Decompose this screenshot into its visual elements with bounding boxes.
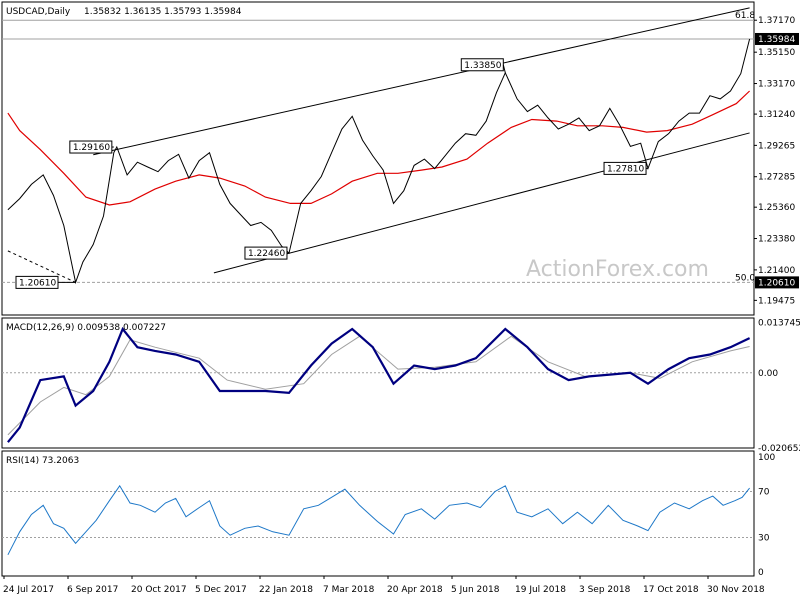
current-price-tag [755, 32, 799, 45]
rsi-y-tick-label: 70 [758, 488, 770, 498]
current-price-tag-text: 1.35984 [758, 35, 795, 45]
macd-layer [2, 326, 754, 443]
price-y-tick-label: 1.31240 [758, 110, 795, 120]
level-50-tag-text: 1.20610 [758, 278, 795, 288]
channel-upper-line [93, 7, 750, 156]
fib-label-low: 50.0 [735, 273, 755, 283]
symbol-header: USDCAD,Daily [6, 7, 71, 17]
x-tick-label: 5 Jun 2018 [451, 585, 500, 595]
annotation-text: 1.27810 [607, 164, 644, 174]
axis-layer: 1.37170 1.35150 1.33170 1.31240 1.29265 1.272… [3, 16, 800, 595]
macd-panel-frame [1, 317, 755, 449]
macd-y-tick-label: -0.020652 [758, 444, 800, 454]
decline-line [7, 250, 76, 283]
x-tick-label: 19 Jul 2018 [515, 585, 566, 595]
channel-lower-line [213, 132, 750, 274]
price-y-tick-label: 1.35150 [758, 48, 795, 58]
x-tick-label: 22 Jan 2018 [259, 585, 313, 595]
price-line [7, 38, 751, 285]
price-panel-frame [1, 1, 755, 316]
price-layer: 61.8 50.0 1.29160 1.22460 1.33850 1.27810 1.20… [2, 7, 755, 289]
x-tick-label: 5 Dec 2017 [195, 585, 247, 595]
watermark: ActionForex.com [526, 257, 709, 282]
x-tick-label: 6 Sep 2017 [67, 585, 118, 595]
x-tick-label: 7 Mar 2018 [323, 585, 375, 595]
price-y-tick-label: 1.37170 [758, 16, 795, 26]
macd-y-tick-label: 0.013745 [758, 319, 800, 329]
rsi-layer [2, 484, 754, 556]
price-y-tick-label: 1.25360 [758, 203, 795, 213]
macd-y-tick-label: 0.00 [758, 369, 778, 379]
price-y-tick-label: 1.23380 [758, 235, 795, 245]
rsi-y-tick-label: 0 [758, 568, 764, 578]
rsi-label: RSI(14) 73.2063 [6, 456, 79, 466]
price-annotation: 1.20610 [15, 275, 76, 289]
x-tick-label: 20 Oct 2017 [131, 585, 187, 595]
price-annotation: 1.27810 [603, 161, 649, 175]
rsi-y-tick-label: 30 [758, 534, 770, 544]
annotation-text: 1.33850 [464, 61, 501, 71]
price-y-tick-label: 1.33170 [758, 80, 795, 90]
annotation-text: 1.20610 [19, 278, 56, 288]
annotation-text: 1.22460 [248, 249, 285, 259]
x-tick-label: 30 Nov 2018 [707, 585, 765, 595]
price-y-tick-label: 1.21400 [758, 266, 795, 276]
macd-line [7, 326, 751, 443]
x-tick-label: 3 Sep 2018 [579, 585, 631, 595]
ohlc-header: 1.35832 1.36135 1.35793 1.35984 [84, 7, 242, 17]
price-annotation: 1.22460 [244, 246, 289, 260]
macd-signal-line [7, 335, 750, 436]
annotation-text: 1.29160 [73, 143, 110, 153]
macd-label: MACD(12,26,9) 0.009538 0.007227 [6, 323, 166, 333]
rsi-line [7, 484, 750, 556]
price-annotation: 1.33850 [460, 58, 506, 73]
price-y-tick-label: 1.27285 [758, 173, 795, 183]
fib-label-high: 61.8 [735, 11, 755, 21]
x-tick-label: 24 Jul 2017 [3, 585, 54, 595]
level-50-tag [755, 276, 799, 289]
price-y-tick-label: 1.19475 [758, 296, 795, 306]
annotation-connector [502, 64, 506, 73]
x-tick-label: 20 Apr 2018 [387, 585, 443, 595]
rsi-y-tick-label: 100 [758, 453, 775, 463]
x-tick-label: 17 Oct 2018 [643, 585, 699, 595]
moving-average-line [7, 90, 751, 206]
price-y-tick-label: 1.29265 [758, 141, 795, 151]
price-annotation: 1.29160 [69, 140, 114, 154]
rsi-panel-frame [1, 450, 755, 577]
